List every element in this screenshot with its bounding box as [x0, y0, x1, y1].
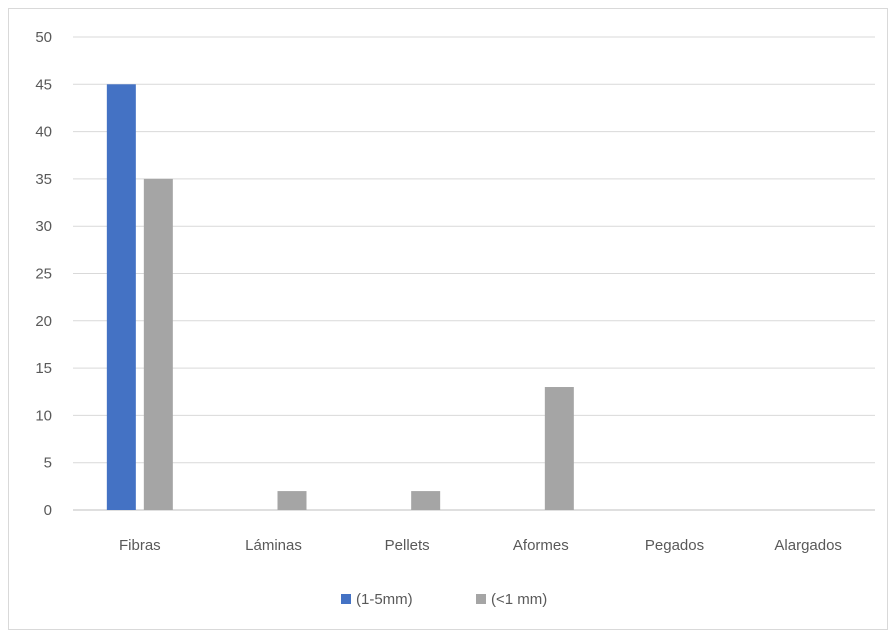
x-tick-label: Alargados	[774, 537, 842, 554]
y-tick-label: 15	[35, 360, 52, 377]
x-tick-label: Aformes	[513, 537, 569, 554]
legend-label: (<1 mm)	[491, 591, 547, 608]
x-tick-label: Fibras	[119, 537, 161, 554]
y-tick-label: 30	[35, 218, 52, 235]
legend: (1-5mm) (<1 mm)	[341, 591, 547, 608]
y-tick-label: 45	[35, 76, 52, 93]
y-tick-label: 35	[35, 171, 52, 188]
y-axis-labels: 0 5 10 15 20 25 30 35 40 45 50	[35, 29, 52, 519]
gridlines	[73, 36, 875, 511]
y-tick-label: 20	[35, 313, 52, 330]
bar	[106, 84, 136, 511]
bars	[106, 84, 574, 511]
y-tick-label: 10	[35, 407, 52, 424]
bar	[277, 491, 307, 510]
legend-label: (1-5mm)	[356, 591, 413, 608]
legend-swatch	[476, 594, 486, 604]
y-tick-label: 5	[44, 455, 52, 472]
bar	[411, 491, 441, 510]
x-tick-label: Pellets	[385, 537, 430, 554]
x-tick-label: Láminas	[245, 537, 302, 554]
bar	[143, 178, 173, 510]
y-tick-label: 50	[35, 29, 52, 46]
x-tick-label: Pegados	[645, 537, 704, 554]
x-axis-labels: Fibras Láminas Pellets Aformes Pegados Alarga…	[119, 537, 842, 554]
bar	[544, 387, 574, 510]
y-tick-label: 40	[35, 124, 52, 141]
legend-swatch	[341, 594, 351, 604]
y-tick-label: 0	[44, 502, 52, 519]
y-tick-label: 25	[35, 266, 52, 283]
